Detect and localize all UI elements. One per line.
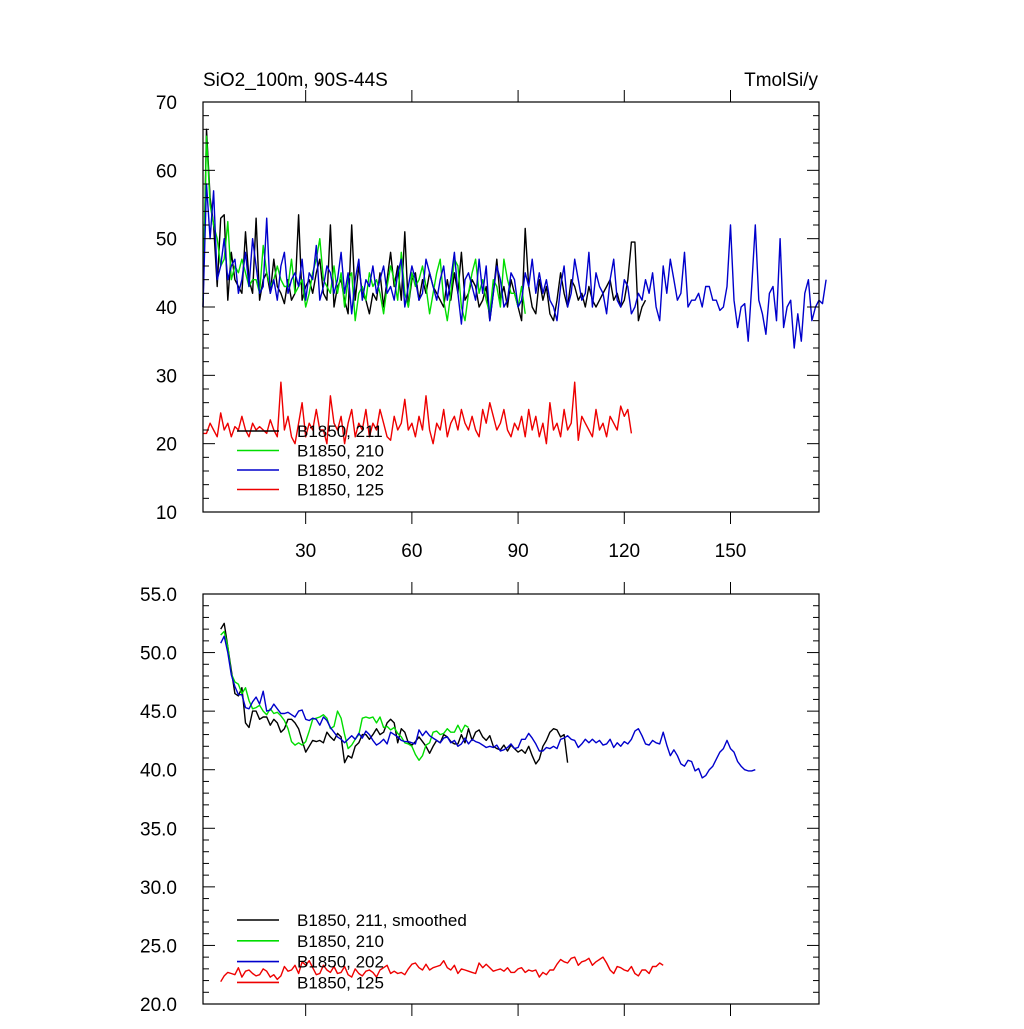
series-line-4: [220, 956, 664, 983]
legend-label-2: B1850, 210: [297, 932, 384, 951]
legend-label-3: B1850, 202: [297, 461, 384, 480]
series-line-1: [220, 622, 569, 765]
y-tick-label: 30.0: [140, 878, 177, 899]
legend-label-3: B1850, 202: [297, 953, 384, 972]
y-tick-label: 40: [156, 298, 177, 319]
series-line-3: [202, 183, 827, 349]
legend-label-4: B1850, 125: [297, 973, 384, 992]
x-tick-label: 120: [608, 541, 640, 562]
y-tick-label: 50.0: [140, 644, 177, 665]
series-line-3: [220, 635, 756, 779]
x-tick-label: 150: [715, 541, 747, 562]
legend-label-2: B1850, 210: [297, 442, 384, 461]
y-tick-label: 40.0: [140, 761, 177, 782]
legend-label-1: B1850, 211: [297, 422, 383, 441]
chart-units-label: TmolSi/y: [744, 70, 818, 91]
x-tick-label: 30: [295, 541, 316, 562]
legend-label-4: B1850, 125: [297, 481, 384, 500]
series-line-2: [220, 630, 469, 761]
y-tick-label: 60: [156, 161, 177, 182]
y-tick-label: 10: [156, 503, 177, 524]
plot-frame: [202, 593, 820, 1005]
x-tick-label: 90: [508, 541, 529, 562]
y-tick-label: 20.0: [140, 995, 177, 1016]
chart-title-left: SiO2_100m, 90S-44S: [203, 70, 388, 91]
y-tick-label: 50: [156, 230, 177, 251]
y-tick-label: 55.0: [140, 585, 177, 606]
y-tick-label: 30: [156, 366, 177, 387]
y-tick-label: 35.0: [140, 819, 177, 840]
y-tick-label: 70: [156, 93, 177, 114]
bottom-panel: B1850, 211, smoothed B1850, 210 B1850, 202…: [140, 582, 820, 1016]
y-tick-label: 45.0: [140, 702, 177, 723]
y-tick-label: 25.0: [140, 936, 177, 957]
legend-label-1: B1850, 211, smoothed: [297, 911, 467, 930]
x-tick-label: 60: [401, 541, 422, 562]
y-tick-label: 20: [156, 435, 177, 456]
